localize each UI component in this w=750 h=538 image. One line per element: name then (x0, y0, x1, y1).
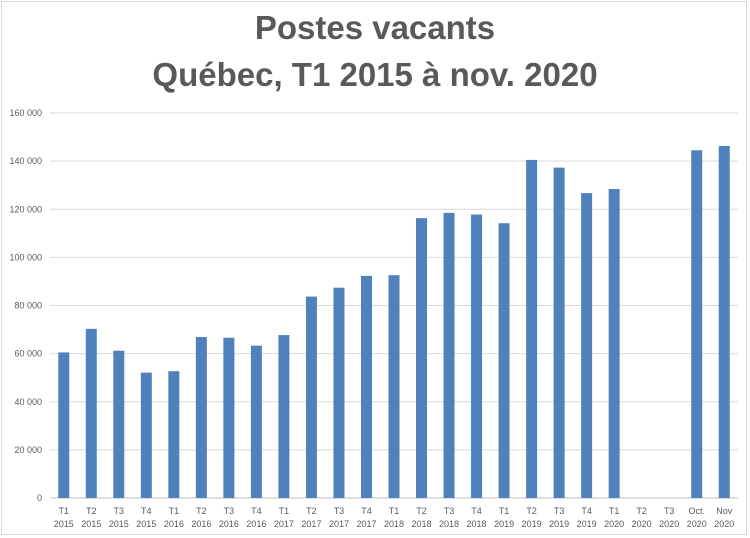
x-tick-label: 2016 (246, 519, 266, 529)
bar (58, 352, 70, 498)
bar (305, 296, 317, 498)
x-tick-label: 2020 (659, 519, 679, 529)
x-tick-label: 2018 (412, 519, 432, 529)
bar (608, 189, 620, 498)
bar (278, 335, 290, 498)
chart-subtitle: Québec, T1 2015 à nov. 2020 (152, 56, 598, 93)
y-tick-label: 20 000 (14, 445, 42, 455)
x-tick-label: 2015 (54, 519, 74, 529)
x-tick-label: T4 (141, 506, 152, 516)
x-tick-label: 2017 (356, 519, 376, 529)
chart-title: Postes vacants (254, 9, 496, 46)
bar (526, 159, 538, 498)
x-tick-label: T2 (196, 506, 207, 516)
bar (250, 345, 262, 498)
x-tick-label: T1 (279, 506, 290, 516)
x-tick-label: T1 (499, 506, 510, 516)
bar (168, 371, 180, 498)
y-tick-label: 0 (37, 493, 42, 503)
x-tick-label: T2 (86, 506, 97, 516)
x-tick-label: 2020 (604, 519, 624, 529)
x-tick-label: 2015 (81, 519, 101, 529)
x-tick-label: 2019 (549, 519, 569, 529)
y-tick-label: 140 000 (9, 156, 42, 166)
x-tick-label: T4 (471, 506, 482, 516)
bar (718, 145, 730, 498)
x-tick-label: Nov (716, 506, 733, 516)
y-tick-label: 100 000 (9, 252, 42, 262)
bar (443, 212, 455, 498)
x-tick-label: 2019 (522, 519, 542, 529)
x-tick-label: T1 (59, 506, 70, 516)
y-tick-label: 120 000 (9, 204, 42, 214)
bar (85, 328, 97, 498)
x-tick-label: 2018 (467, 519, 487, 529)
x-tick-label: 2016 (164, 519, 184, 529)
x-tick-label: T3 (554, 506, 565, 516)
x-tick-label: 2015 (109, 519, 129, 529)
x-tick-label: 2020 (632, 519, 652, 529)
x-tick-label: T3 (224, 506, 235, 516)
x-tick-label: T3 (114, 506, 125, 516)
x-tick-label: T2 (526, 506, 537, 516)
x-tick-label: T4 (251, 506, 262, 516)
bar (333, 287, 345, 498)
y-tick-label: 160 000 (9, 108, 42, 118)
y-tick-label: 60 000 (14, 349, 42, 359)
x-tick-label: T3 (664, 506, 675, 516)
bar (416, 218, 428, 498)
bar (553, 167, 565, 498)
x-tick-label: 2016 (219, 519, 239, 529)
x-tick-label: 2015 (136, 519, 156, 529)
bar (581, 193, 593, 499)
bar (691, 150, 703, 498)
x-tick-label: T1 (169, 506, 180, 516)
x-tick-label: 2017 (301, 519, 321, 529)
x-tick-label: T2 (416, 506, 427, 516)
x-tick-label: Oct. (688, 506, 705, 516)
bars (58, 145, 730, 499)
x-tick-label: 2017 (329, 519, 349, 529)
x-tick-label: T1 (389, 506, 400, 516)
bar (223, 337, 235, 498)
bar (471, 214, 483, 498)
x-tick-label: T3 (444, 506, 455, 516)
bar (360, 275, 372, 498)
x-tick-label: T2 (636, 506, 647, 516)
bar (140, 372, 152, 498)
y-axis-labels: 0 20 000 40 000 60 000 80 000 100 000 120 000 1… (9, 108, 42, 503)
x-tick-label: T2 (306, 506, 317, 516)
x-tick-label: T4 (361, 506, 372, 516)
x-tick-label: 2020 (714, 519, 734, 529)
y-tick-label: 80 000 (14, 301, 42, 311)
bar (388, 275, 400, 498)
x-tick-label: 2020 (687, 519, 707, 529)
x-tick-label: 2019 (577, 519, 597, 529)
x-tick-label: T4 (581, 506, 592, 516)
x-tick-label: 2016 (191, 519, 211, 529)
x-tick-label: T3 (334, 506, 345, 516)
x-tick-label: 2018 (384, 519, 404, 529)
x-tick-label: T1 (609, 506, 620, 516)
bar (113, 350, 125, 498)
x-tick-label: 2018 (439, 519, 459, 529)
x-tick-label: 2017 (274, 519, 294, 529)
x-axis-labels: T1 2015 T2 2015 T3 2015 T4 2015 T1 2016 T2 2016 T3 20… (54, 506, 735, 529)
bar (498, 223, 510, 499)
x-tick-label: 2019 (494, 519, 514, 529)
y-tick-label: 40 000 (14, 397, 42, 407)
bar (195, 337, 207, 498)
